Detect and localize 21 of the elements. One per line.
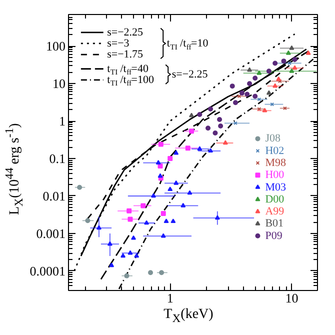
legend-label: s=−1.75 <box>107 48 144 61</box>
legend-label: H02 <box>265 144 284 157</box>
y-tick-label: 0.1 <box>49 151 66 166</box>
legend-label: M98 <box>265 156 286 169</box>
y-tick-label: 0.01 <box>42 188 66 204</box>
y-tick-label: 0.001 <box>36 226 66 241</box>
legend-label: J08 <box>265 132 281 145</box>
legend-label: M03 <box>265 181 286 194</box>
legend-label: s=−3 <box>107 37 130 50</box>
y-tick-label: 100 <box>46 38 66 54</box>
y-tick-label: 0.0001 <box>30 263 66 278</box>
legend-label: A99 <box>265 206 285 218</box>
annotation: s=−2.25 <box>172 68 208 80</box>
legend-label: D00 <box>265 193 285 206</box>
legend-label: s=−2.25 <box>107 26 144 38</box>
x-axis-title: T$_{X}$(keV) <box>162 306 214 327</box>
legend-label: B01 <box>265 218 284 230</box>
legend-label: H00 <box>265 169 285 182</box>
y-tick-label: 10 <box>52 76 66 92</box>
legend-label: P09 <box>265 230 283 242</box>
y-tick-label: 1 <box>59 114 66 129</box>
